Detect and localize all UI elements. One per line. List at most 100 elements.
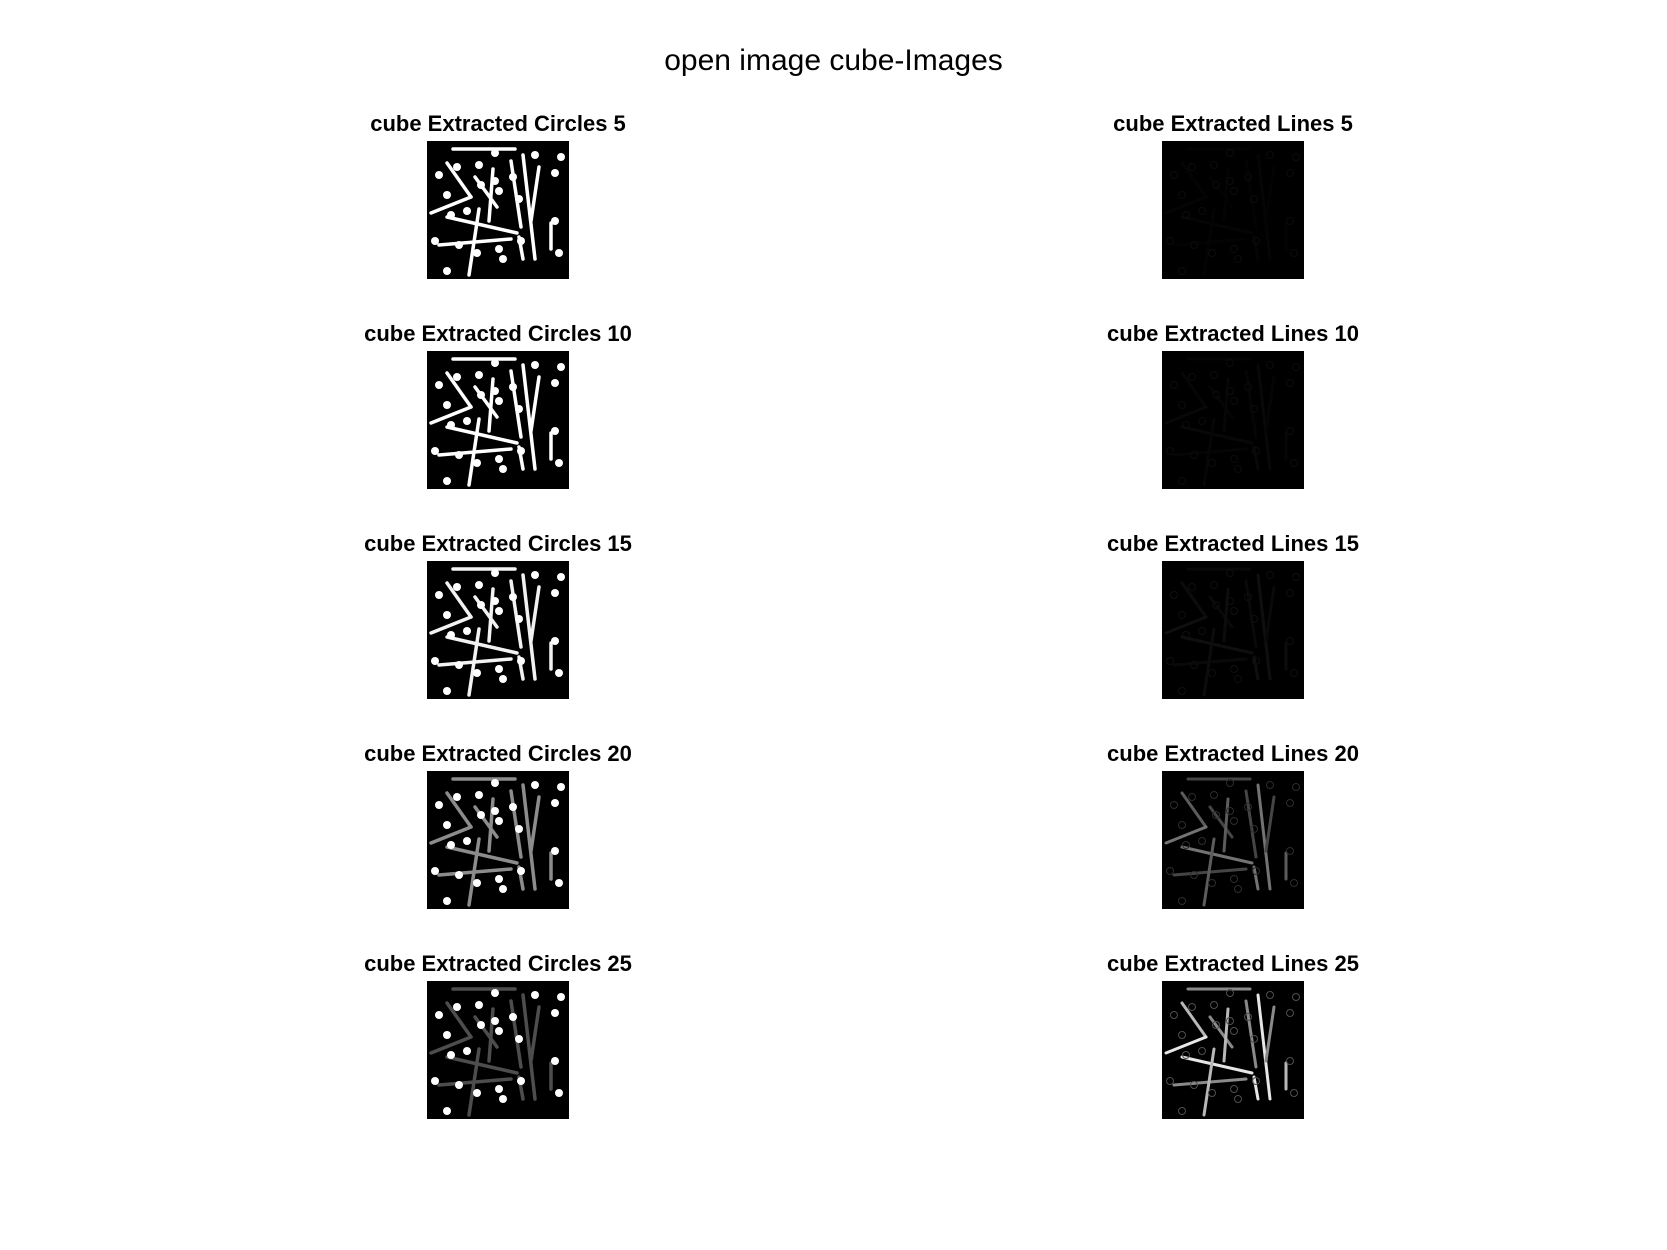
dot-mark [499,885,507,893]
dot-mark [453,1003,461,1011]
line-segment [429,825,473,845]
dot-mark [555,459,563,467]
dot-mark [499,465,507,473]
line-segment [1202,207,1216,277]
dot-mark [551,637,559,645]
dot-mark [1286,847,1294,855]
line-segment [1264,795,1276,853]
dot-mark [1178,897,1186,905]
panel-lines-10: cube Extracted Lines 10 [1068,321,1398,489]
dot-mark [473,669,481,677]
dot-mark [1188,163,1196,171]
dot-mark [447,1051,455,1059]
dot-mark [443,477,451,485]
dot-mark [443,191,451,199]
dot-mark [517,447,525,455]
dot-mark [517,237,525,245]
dot-mark [1190,871,1198,879]
dot-mark [499,675,507,683]
dot-mark [551,799,559,807]
lines-image [1162,141,1304,279]
dot-mark [531,361,539,369]
dot-mark [1210,371,1218,379]
panel-title: cube Extracted Lines 5 [1113,111,1353,136]
line-segment [467,1047,481,1117]
dot-mark [435,381,443,389]
line-segment [1244,999,1258,1069]
line-segment [1252,865,1260,891]
dot-mark [1230,245,1238,253]
dot-mark [1182,211,1190,219]
dot-mark [555,879,563,887]
dot-mark [1170,171,1178,179]
dot-mark [447,631,455,639]
dot-mark [515,1035,523,1043]
dot-mark [1212,811,1220,819]
dot-mark [463,1047,471,1055]
dot-mark [1178,821,1186,829]
panel-circles-5: cube Extracted Circles 5 [333,111,663,279]
dot-mark [557,363,565,371]
dot-mark [1166,867,1174,875]
circles-image [427,771,569,909]
line-segment [1164,195,1208,215]
lines-image [1162,561,1304,699]
dot-mark [1230,397,1238,405]
line-segment [1180,581,1208,619]
dot-mark [1286,169,1294,177]
dot-mark [1226,177,1234,185]
dot-mark [431,237,439,245]
dot-mark [475,161,483,169]
dot-mark [1252,867,1260,875]
dot-mark [1252,657,1260,665]
line-segment [1164,1035,1208,1055]
line-segment [1252,655,1260,681]
dot-mark [531,991,539,999]
lines-image [1162,771,1304,909]
dot-mark [453,793,461,801]
dot-mark [1226,359,1234,367]
dot-mark [491,177,499,185]
line-segment [529,1005,541,1063]
dot-mark [435,1011,443,1019]
line-segment [487,167,495,223]
dot-mark [1178,687,1186,695]
line-segment [487,1007,495,1063]
dot-mark [1198,207,1206,215]
dot-mark [1266,991,1274,999]
dot-mark [1244,383,1252,391]
dot-mark [443,611,451,619]
dot-mark [1230,455,1238,463]
line-segment [529,795,541,853]
dot-mark [1208,1089,1216,1097]
dot-mark [531,151,539,159]
circles-image [427,561,569,699]
dot-mark [477,601,485,609]
line-segment [1244,579,1258,649]
dot-mark [557,783,565,791]
line-segment [1208,805,1234,839]
line-segment [445,215,519,235]
dot-mark [1286,427,1294,435]
dot-mark [491,779,499,787]
line-segment [1180,635,1254,655]
dot-mark [499,255,507,263]
panel-title: cube Extracted Circles 15 [364,531,632,556]
dot-mark [517,1077,525,1085]
dot-mark [499,1095,507,1103]
line-segment [1164,405,1208,425]
line-segment [429,405,473,425]
dot-mark [1188,373,1196,381]
dot-mark [1226,1017,1234,1025]
dot-mark [495,875,503,883]
dot-mark [517,657,525,665]
line-segment [1264,585,1276,643]
dot-mark [447,841,455,849]
dot-mark [463,837,471,845]
dot-mark [555,249,563,257]
dot-mark [1190,661,1198,669]
dot-mark [453,163,461,171]
dot-mark [473,459,481,467]
dot-mark [491,1017,499,1025]
dot-mark [455,1081,463,1089]
